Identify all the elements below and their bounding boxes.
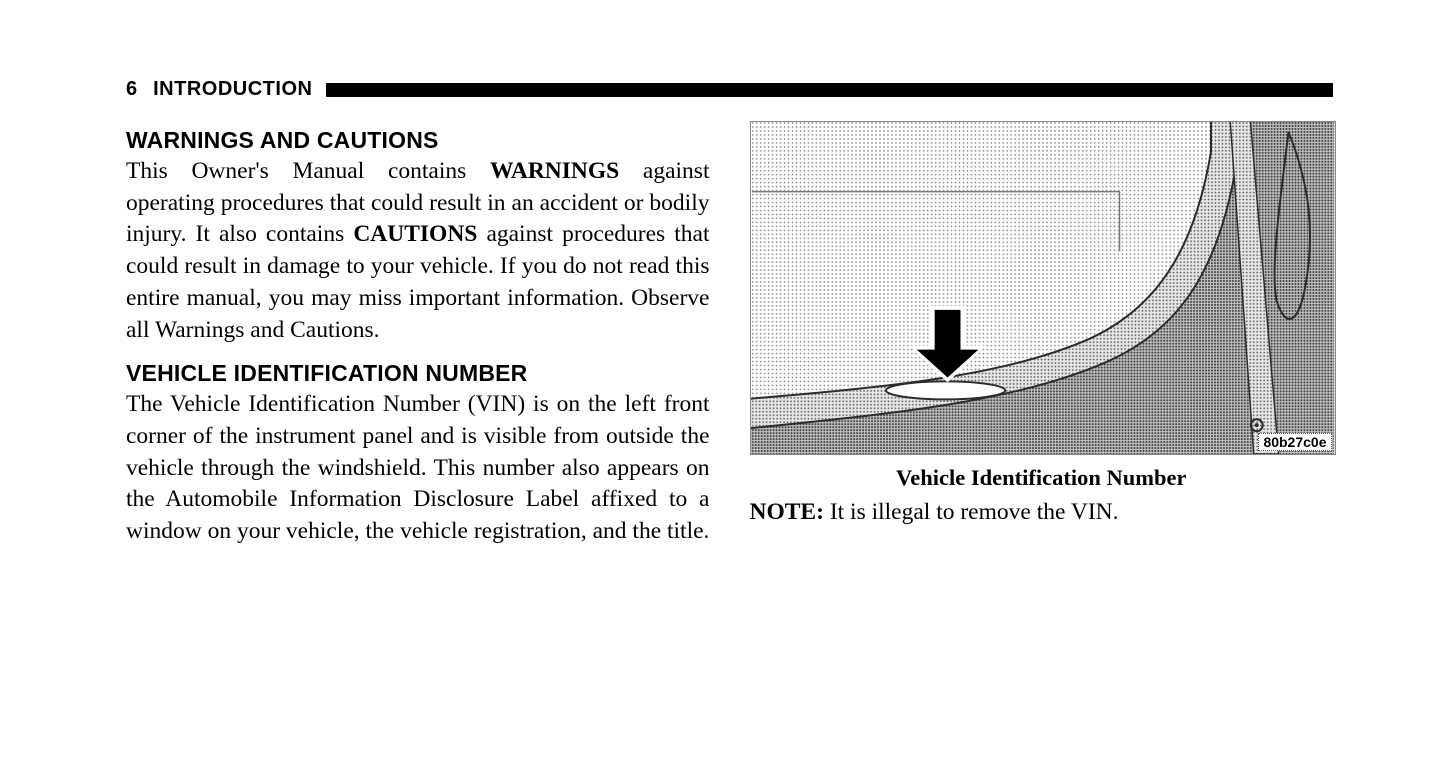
bold-warnings: WARNINGS <box>490 158 619 184</box>
section-name: INTRODUCTION <box>153 78 312 101</box>
left-column: WARNINGS AND CAUTIONS This Owner's Manua… <box>126 119 710 562</box>
text-fragment: This Owner's Manual contains <box>126 158 490 184</box>
header-rule <box>326 83 1333 97</box>
para-vin: The Vehicle Identification Number (VIN) … <box>126 389 710 548</box>
note-line: NOTE: It is illegal to remove the VIN. <box>750 497 1334 529</box>
running-header: 6 INTRODUCTION <box>126 78 1333 101</box>
figure-caption: Vehicle Identification Number <box>750 465 1334 491</box>
note-text: It is illegal to remove the VIN. <box>824 499 1119 525</box>
vin-plate <box>885 381 1004 399</box>
bold-cautions: CAUTIONS <box>353 221 477 247</box>
page: 6 INTRODUCTION WARNINGS AND CAUTIONS Thi… <box>0 0 1445 759</box>
para-warnings-cautions: This Owner's Manual contains WARNINGS ag… <box>126 156 710 346</box>
heading-warnings-cautions: WARNINGS AND CAUTIONS <box>126 127 710 154</box>
heading-vin: VEHICLE IDENTIFICATION NUMBER <box>126 360 710 387</box>
vin-location-figure: 80b27c0e <box>750 121 1336 455</box>
right-column: 80b27c0e Vehicle Identification Number N… <box>750 119 1334 562</box>
two-column-layout: WARNINGS AND CAUTIONS This Owner's Manua… <box>126 119 1333 562</box>
note-label: NOTE: <box>750 499 824 525</box>
figure-code: 80b27c0e <box>1258 433 1331 451</box>
page-number: 6 <box>126 78 137 101</box>
vin-illustration-svg <box>751 122 1335 454</box>
